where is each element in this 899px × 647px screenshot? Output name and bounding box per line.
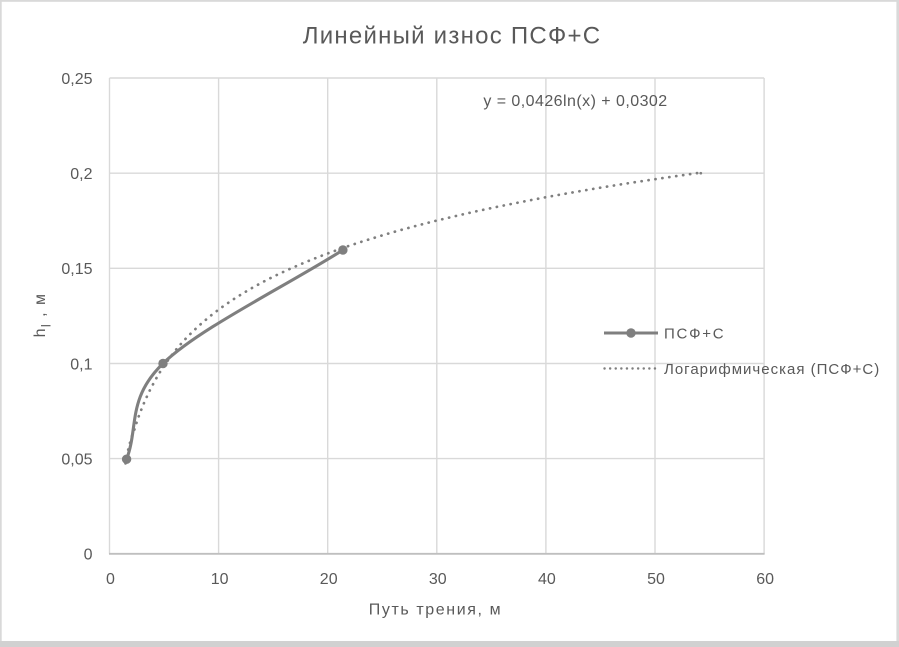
svg-text:0,2: 0,2	[70, 166, 92, 183]
svg-text:0,25: 0,25	[61, 71, 92, 88]
svg-text:Логарифмическая (ПСФ+С): Логарифмическая (ПСФ+С)	[664, 361, 880, 378]
svg-text:hl , м: hl , м	[32, 293, 54, 338]
svg-text:30: 30	[429, 571, 447, 588]
svg-text:y = 0,0426ln(x) + 0,0302: y = 0,0426ln(x) + 0,0302	[483, 93, 667, 110]
svg-text:60: 60	[756, 571, 774, 588]
svg-text:20: 20	[320, 571, 338, 588]
svg-text:0,1: 0,1	[70, 356, 92, 373]
svg-text:ПСФ+С: ПСФ+С	[664, 325, 725, 342]
svg-text:Путь трения, м: Путь трения, м	[369, 602, 502, 619]
svg-text:Линейный износ ПСФ+С: Линейный износ ПСФ+С	[303, 23, 602, 50]
svg-text:40: 40	[538, 571, 556, 588]
svg-text:0: 0	[106, 571, 115, 588]
svg-text:0: 0	[84, 547, 93, 564]
svg-text:50: 50	[647, 571, 665, 588]
svg-text:0,15: 0,15	[61, 261, 92, 278]
svg-text:10: 10	[211, 571, 229, 588]
svg-text:0,05: 0,05	[61, 452, 92, 469]
